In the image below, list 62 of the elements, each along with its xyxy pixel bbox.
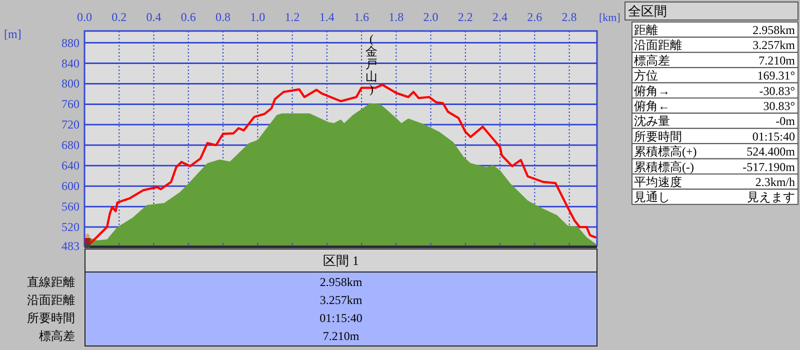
x-tick-label: 0.2 — [112, 10, 127, 24]
category-label: 平均速度 — [634, 175, 682, 189]
category-label: 見通し — [634, 190, 670, 204]
text: 全区間 — [628, 4, 667, 18]
y-tick-label: 600 — [62, 179, 80, 194]
y-tick-label: 760 — [62, 97, 80, 112]
text: 01:15:40 — [320, 311, 362, 325]
category-label: 累積標高(-) — [634, 160, 694, 174]
x-tick-label: 2.4 — [492, 10, 508, 24]
text: 見えます — [747, 190, 795, 204]
y-tick-label: 880 — [62, 36, 80, 50]
x-tick-label: 0.6 — [180, 10, 196, 24]
y-tick-label: 483 — [62, 239, 80, 253]
y-tick-label: 560 — [62, 200, 80, 214]
category-label: 所要時間 — [27, 311, 75, 325]
x-tick-label: 2.0 — [423, 10, 438, 24]
x-tick-label: 2.8 — [562, 10, 577, 24]
category-label: 沈み量 — [634, 114, 670, 128]
text: -0m — [776, 114, 795, 128]
x-tick-label: 0.4 — [146, 10, 162, 24]
category-label: 俯角← — [634, 99, 670, 113]
x-tick-label: 0.8 — [216, 10, 231, 24]
category-label: 方位 — [634, 68, 658, 83]
y-axis-title: [m] — [4, 27, 22, 41]
text: 7.210m — [322, 329, 360, 343]
x-tick-label: 1.8 — [388, 10, 404, 24]
y-tick-label: 520 — [62, 220, 80, 234]
y-tick-label: 680 — [62, 138, 80, 152]
text: 7.210m — [758, 53, 795, 68]
x-tick-label: 2.6 — [527, 10, 542, 24]
category-label: 累積標高(+) — [634, 144, 697, 159]
category-label: 標高差 — [634, 53, 670, 68]
x-axis-title: [km] — [599, 12, 620, 24]
x-tick-label: 2.2 — [458, 10, 473, 24]
category-label: 沿面距離 — [634, 38, 682, 52]
text: 区間 1 — [323, 253, 359, 268]
text: 2.958km — [752, 23, 795, 37]
text: 2.3km/h — [755, 175, 795, 189]
text: 2.958km — [320, 275, 362, 289]
text: 3.257km — [320, 293, 362, 307]
text: 30.83° — [763, 99, 795, 113]
category-label: 距離 — [634, 23, 658, 37]
text: 01:15:40 — [752, 129, 795, 144]
text: 169.31° — [757, 68, 795, 83]
category-label: 標高差 — [39, 329, 75, 343]
text: 524.400m — [746, 144, 795, 159]
x-tick-label: 0.0 — [77, 10, 92, 24]
x-tick-label: 1.2 — [284, 10, 300, 24]
x-tick-label: 1.0 — [250, 10, 266, 24]
category-label: 沿面距離 — [27, 293, 75, 307]
y-tick-label: 800 — [62, 76, 80, 91]
x-tick-label: 1.6 — [354, 10, 370, 24]
y-tick-label: 720 — [62, 118, 80, 132]
text: -30.83° — [759, 84, 795, 98]
category-label: 俯角→ — [634, 84, 670, 98]
text: 3.257km — [752, 38, 795, 52]
x-tick-label: 1.4 — [319, 10, 334, 24]
category-label: 直線距離 — [27, 275, 75, 289]
category-label: 所要時間 — [634, 129, 682, 144]
text: -517.190m — [742, 160, 795, 174]
y-tick-label: 640 — [62, 158, 80, 173]
y-tick-label: 840 — [62, 56, 80, 70]
